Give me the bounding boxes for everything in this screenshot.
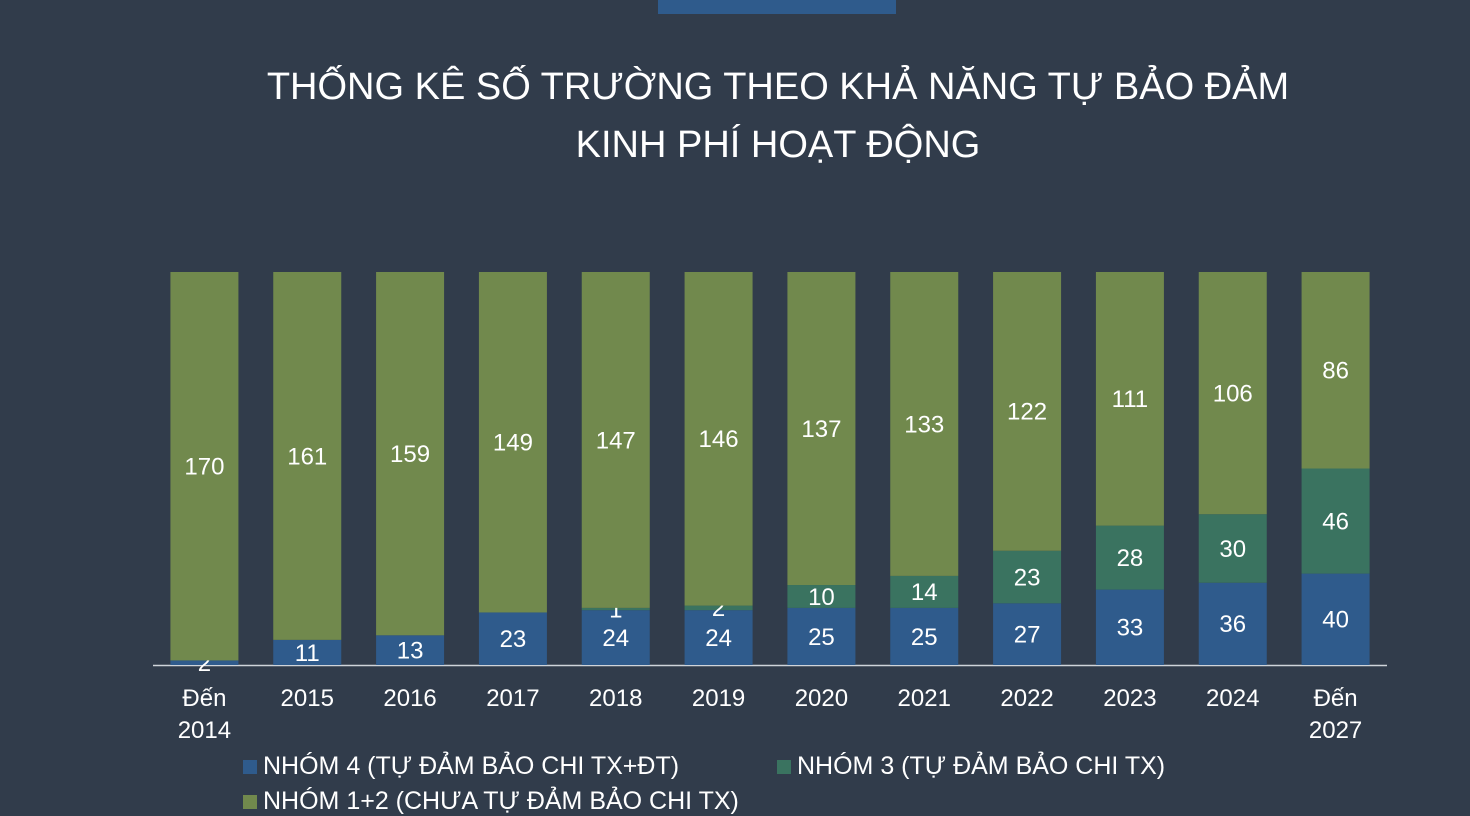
bar-segment [1198, 514, 1267, 583]
bar-segment [170, 272, 239, 661]
legend-swatch [777, 759, 791, 774]
legend-swatch [243, 759, 257, 774]
data-label: 30 [1219, 536, 1246, 563]
bar-segment [1095, 272, 1164, 526]
bar-segment [684, 272, 753, 606]
bar-segment [581, 610, 650, 665]
data-label: 23 [1014, 564, 1041, 591]
x-tick-label: 2019 [691, 685, 746, 712]
bar-segment [1198, 272, 1267, 515]
data-label: 11 [295, 640, 320, 667]
data-label: 159 [390, 441, 430, 468]
legend-label: NHÓM 3 (TỰ ĐẢM BẢO CHI TX) [797, 752, 1166, 780]
data-label: 14 [911, 579, 938, 606]
x-tick-label: 2022 [1000, 685, 1054, 712]
data-label: 13 [397, 637, 424, 664]
bar-segment [993, 272, 1062, 551]
bar-segment [890, 272, 959, 576]
bar-segment [581, 607, 650, 611]
bar-segment [1198, 582, 1267, 665]
bar-segment [1301, 272, 1370, 469]
bar-segment [376, 272, 445, 636]
bar-segment [890, 575, 959, 608]
bar-segment [1301, 468, 1370, 574]
data-label: 27 [1014, 621, 1041, 648]
bar-segment [787, 272, 856, 586]
x-tick-label: 2020 [794, 685, 849, 712]
bar-segment [787, 607, 856, 665]
x-tick-label: 2015 [280, 685, 334, 712]
data-label: 86 [1322, 358, 1349, 385]
bar-segment [1301, 573, 1370, 665]
data-label: 28 [1117, 545, 1144, 572]
data-label: 161 [287, 443, 327, 470]
legend-item: NHÓM 4 (TỰ ĐẢM BẢO CHI TX+ĐT) [243, 752, 679, 781]
data-label: 147 [596, 427, 636, 454]
data-label: 149 [493, 430, 533, 457]
legend-label: NHÓM 4 (TỰ ĐẢM BẢO CHI TX+ĐT) [263, 752, 680, 780]
data-label: 146 [699, 426, 739, 453]
bar-segment [1095, 525, 1164, 590]
x-tick-label: Đến 2027 [1308, 685, 1363, 744]
legend-swatch [243, 794, 257, 809]
data-label: 24 [705, 625, 732, 652]
x-tick-label: 2018 [589, 685, 643, 712]
legend-item: NHÓM 3 (TỰ ĐẢM BẢO CHI TX) [777, 752, 1165, 781]
data-label: 24 [602, 625, 629, 652]
legend-item: NHÓM 1+2 (CHƯA TỰ ĐẢM BẢO CHI TX) [243, 787, 739, 816]
data-label: 36 [1219, 611, 1246, 638]
bar-segment [1095, 589, 1164, 665]
bar-segment [993, 603, 1062, 665]
data-label: 25 [911, 624, 938, 651]
x-tick-label: 2024 [1206, 685, 1260, 712]
data-label: 170 [184, 454, 224, 481]
bar-segment [376, 635, 445, 665]
bar-segment [273, 272, 342, 640]
data-label: 111 [1112, 386, 1148, 413]
bar-segment [684, 610, 753, 665]
bar-segment [170, 660, 239, 665]
data-label: 106 [1213, 380, 1253, 407]
data-label: 46 [1322, 508, 1349, 535]
x-tick-label: 2021 [897, 685, 951, 712]
bar-segment [478, 272, 547, 613]
x-tick-label: Đến 2014 [177, 685, 232, 744]
data-label: 33 [1117, 615, 1144, 642]
x-tick-label: 2016 [383, 685, 437, 712]
data-label: 122 [1007, 399, 1047, 426]
bar-segment [890, 607, 959, 665]
data-label: 133 [904, 411, 944, 438]
data-label: 137 [801, 416, 841, 443]
x-tick-label: 2023 [1103, 685, 1157, 712]
bar-segment [478, 612, 547, 665]
bar-segment [993, 550, 1062, 604]
bar-segment [273, 639, 342, 665]
top-tab [658, 0, 896, 14]
bar-segment [684, 605, 753, 611]
bar-segment [581, 272, 650, 608]
data-label: 10 [808, 584, 835, 611]
chart-title: THỐNG KÊ SỐ TRƯỜNG THEO KHẢ NĂNG TỰ BẢO … [266, 66, 1290, 166]
data-label: 23 [500, 626, 527, 653]
data-label: 25 [808, 624, 835, 651]
x-tick-label: 2017 [486, 685, 540, 712]
legend-label: NHÓM 1+2 (CHƯA TỰ ĐẢM BẢO CHI TX) [263, 787, 739, 815]
bar-segment [787, 585, 856, 608]
data-label: 40 [1322, 607, 1349, 634]
